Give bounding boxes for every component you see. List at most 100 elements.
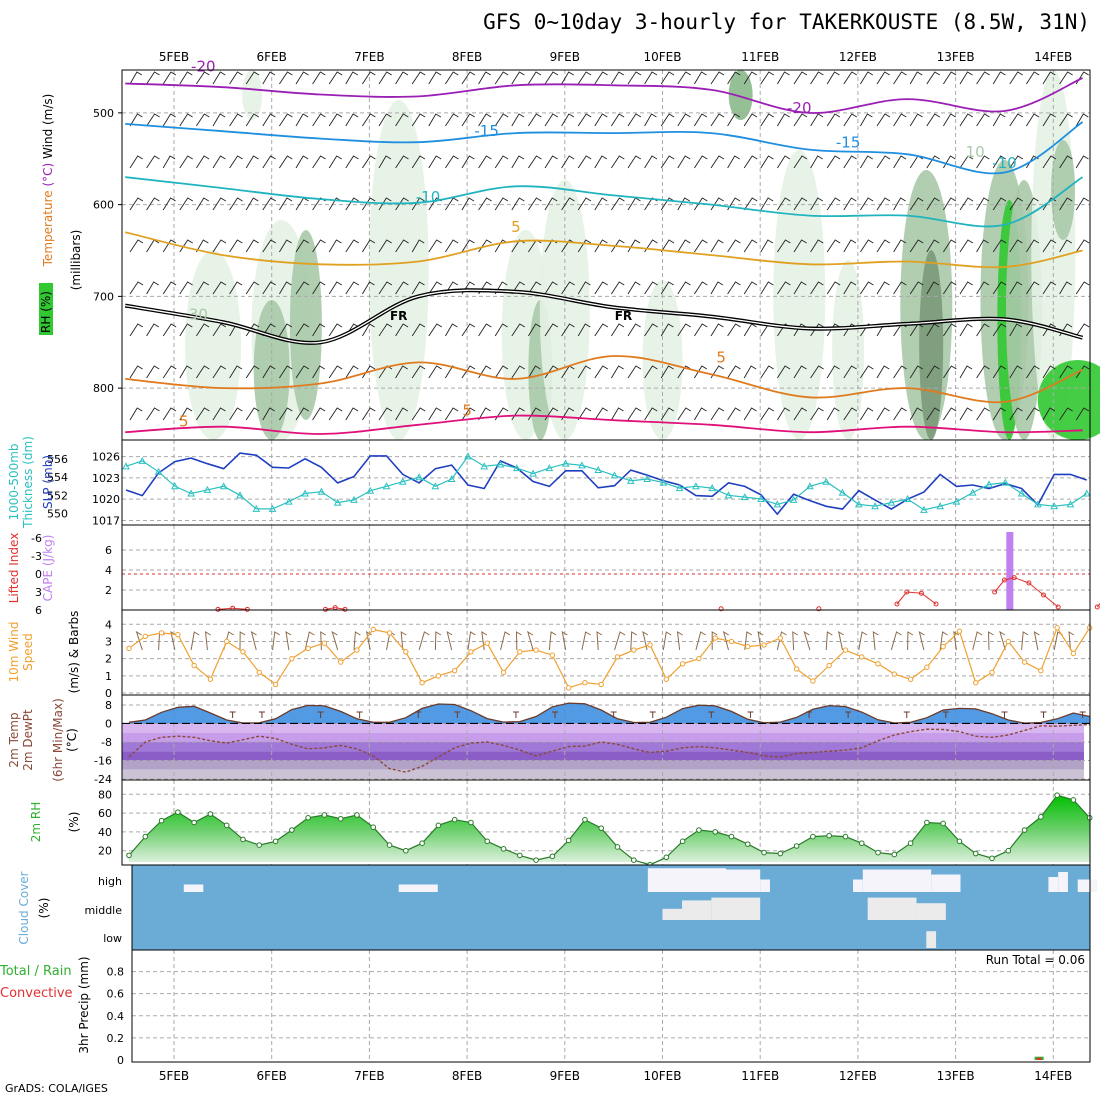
wind-barb <box>494 113 509 127</box>
freezing-label: FR <box>390 309 407 323</box>
wind-barb <box>362 197 376 211</box>
surface-wind-barb <box>711 631 718 650</box>
lifted-index-point <box>992 589 998 595</box>
rh-point <box>793 843 800 849</box>
wind-barb <box>196 239 209 253</box>
thickness-point <box>496 460 505 468</box>
wind-barb <box>295 239 310 253</box>
wind-barb <box>793 197 808 211</box>
wind-barb <box>328 155 342 169</box>
lifted-tick-label: 6 <box>35 604 42 617</box>
thickness-point <box>284 497 293 505</box>
wind-barb <box>959 155 974 169</box>
rh-point <box>451 816 458 823</box>
lifted-index-segment <box>217 607 233 610</box>
minmax-marker <box>415 711 422 718</box>
wind-speed-point <box>321 640 328 646</box>
wind-barb <box>461 407 476 421</box>
wind-barb <box>1059 113 1073 127</box>
freezing-label: FR <box>615 309 632 323</box>
wind-barb <box>876 155 891 169</box>
wind-barb <box>262 365 276 379</box>
wind-barb <box>279 71 293 85</box>
minmax-marker <box>610 711 617 718</box>
wind-barb <box>577 281 591 295</box>
wind-barb <box>478 407 491 421</box>
wind-barb <box>245 197 259 211</box>
minmax-marker <box>454 711 461 718</box>
wind-barb <box>146 407 160 421</box>
wind-barb <box>710 407 725 421</box>
wind-barb <box>660 155 675 169</box>
rh-point <box>842 833 849 840</box>
wind-barb <box>395 71 409 85</box>
wind-barb <box>345 239 360 253</box>
isotherm-line <box>125 176 1084 228</box>
wind-barb <box>411 323 426 337</box>
pressure-tick-label: 500 <box>93 107 114 120</box>
wind-barb <box>810 281 824 295</box>
wind-barb <box>162 281 177 295</box>
date-label: 12FEB <box>839 1069 877 1083</box>
wind-speed-point <box>403 649 409 655</box>
wind-barb <box>760 281 774 295</box>
wind-barb <box>760 155 774 169</box>
rh2m-panel: 20 40 60 80 2m RH (%) <box>29 779 1093 868</box>
contour-label: -10 <box>992 154 1017 172</box>
wind-barb <box>992 407 1006 421</box>
slp-tick-label: 1020 <box>92 493 120 506</box>
wind-barb <box>727 71 741 85</box>
surface-wind-barb <box>527 630 534 651</box>
surface-wind-barb <box>792 631 798 651</box>
surface-wind-barb <box>561 631 568 651</box>
lifted-index-segment <box>906 591 922 594</box>
wind-barb <box>976 71 990 85</box>
wind-barb <box>943 407 957 421</box>
wind-barb <box>860 155 873 169</box>
rh-point <box>1021 827 1028 833</box>
minmax-marker <box>806 711 813 718</box>
surface-wind-barb <box>285 631 292 651</box>
wind-tick-label: 0 <box>105 687 112 700</box>
wind-barb <box>544 71 559 85</box>
slp-line <box>125 452 1087 516</box>
lifted-index-segment <box>1043 594 1059 608</box>
precip-total-legend: Total / Rain <box>0 964 72 979</box>
wind-barb <box>810 239 824 253</box>
wind-barb <box>893 155 907 169</box>
wind-barb <box>212 71 226 85</box>
wind-barb <box>976 281 990 295</box>
wind-barb <box>528 281 542 295</box>
rh-point <box>305 814 311 821</box>
surface-wind-barb <box>304 631 315 651</box>
wind-barb <box>1075 323 1090 337</box>
thickness-point <box>1066 500 1075 508</box>
wind-barb <box>328 323 343 337</box>
wind-barb <box>594 155 608 169</box>
wind-barb <box>777 281 791 295</box>
surface-wind-barb <box>662 631 672 651</box>
wind-speed-point <box>875 661 881 667</box>
rh-point <box>500 846 507 852</box>
rh-point <box>354 812 360 818</box>
wind-speed-point <box>305 645 311 652</box>
thickness-point <box>138 456 147 464</box>
wind-barb <box>544 365 559 379</box>
thickness-tick-label: 554 <box>47 471 68 484</box>
lifted-index-segment <box>335 607 346 610</box>
wind-barb <box>262 239 277 253</box>
thickness-point <box>366 486 375 494</box>
slp-tick-label: 1023 <box>92 472 120 485</box>
rh-axis-label: 2m RH <box>29 802 43 843</box>
surface-wind-barb <box>135 630 143 651</box>
wind-barb <box>594 323 609 337</box>
surface-wind-barb <box>467 631 476 651</box>
thickness-point <box>822 477 831 485</box>
rh-shading <box>773 150 826 440</box>
date-label: 12FEB <box>839 50 877 64</box>
thickness-point <box>529 469 537 477</box>
cloud-units-label: (%) <box>37 898 51 919</box>
wind-barb <box>1026 113 1040 127</box>
wind-barb <box>743 71 758 85</box>
wind-barb <box>279 155 293 169</box>
